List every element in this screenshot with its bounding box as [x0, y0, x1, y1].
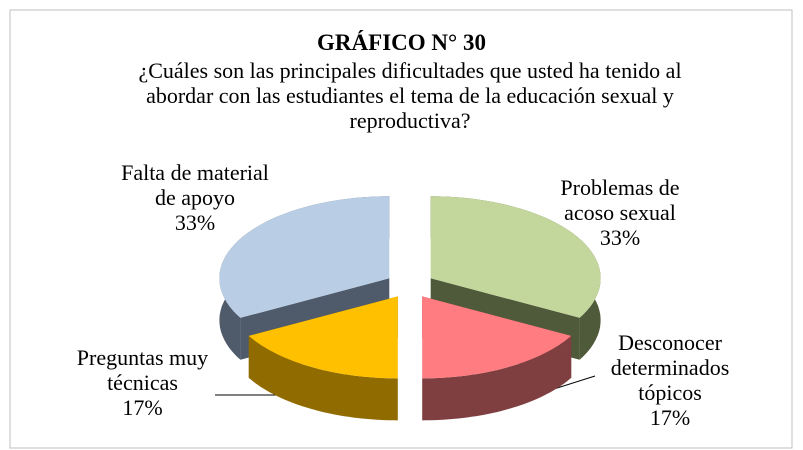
- chart-title: GRÁFICO N° 30: [317, 30, 486, 55]
- data-label: Desconocer determinados tópicos 17%: [595, 330, 745, 430]
- data-label: Problemas de acoso sexual 33%: [545, 175, 695, 250]
- value-label: 17%: [649, 405, 691, 430]
- category-label: Falta de material de apoyo: [121, 160, 269, 210]
- data-label: Falta de material de apoyo 33%: [115, 160, 275, 235]
- slice-wall: [422, 335, 572, 421]
- category-label: Problemas de acoso sexual: [560, 175, 680, 225]
- category-label: Preguntas muy técnicas: [76, 345, 209, 395]
- frame: [9, 9, 793, 449]
- chart-subtitle: ¿Cuáles son las principales dificultades…: [138, 58, 682, 133]
- slice: [430, 196, 601, 318]
- value-label: 33%: [174, 210, 216, 235]
- slice: [219, 196, 390, 318]
- category-label: Desconocer determinados tópicos: [610, 330, 730, 405]
- slice: [422, 296, 572, 379]
- slice-wall: [248, 335, 398, 421]
- value-label: 33%: [599, 225, 641, 250]
- value-label: 17%: [122, 395, 163, 420]
- data-label: Preguntas muy técnicas 17%: [60, 345, 225, 420]
- slice: [248, 296, 398, 379]
